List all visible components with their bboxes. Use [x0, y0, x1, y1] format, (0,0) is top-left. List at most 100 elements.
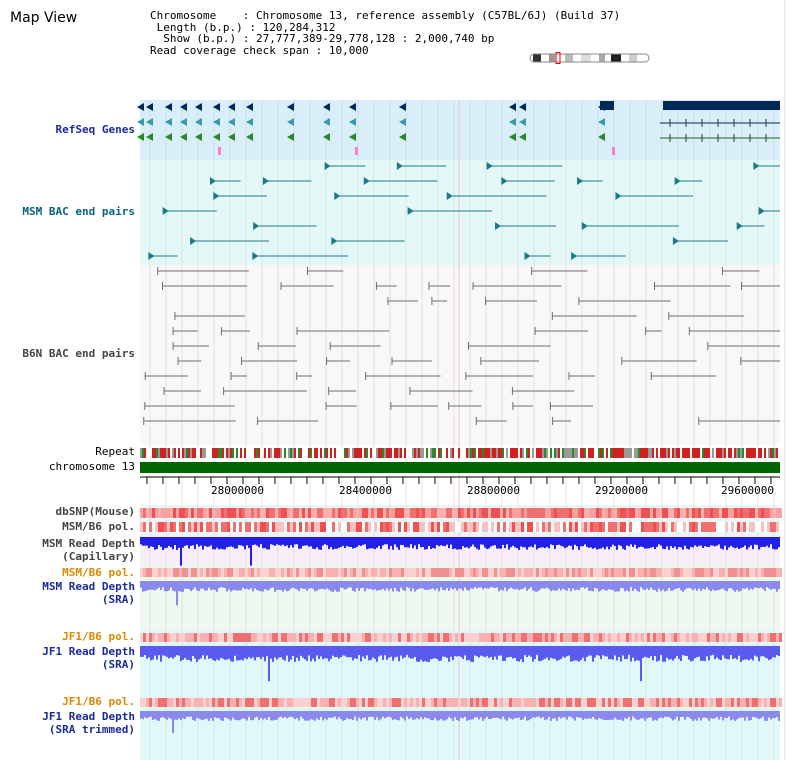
depth-bar	[150, 711, 152, 717]
depth-bar	[778, 711, 780, 721]
depth-bar	[330, 581, 332, 592]
depth-bar	[228, 581, 230, 590]
repeat-seg	[606, 448, 608, 458]
depth-bar	[768, 711, 770, 718]
depth-bar	[482, 537, 484, 545]
heat-cell	[503, 633, 506, 642]
repeat-seg	[564, 448, 566, 458]
heat-cell	[362, 568, 365, 577]
heat-cell	[623, 633, 626, 642]
heat-cell	[551, 522, 554, 532]
depth-bar	[476, 711, 478, 718]
depth-bar	[612, 646, 614, 660]
heat-cell	[719, 633, 722, 642]
heat-cell	[335, 508, 338, 518]
heat-cell	[563, 522, 566, 532]
depth-bar	[710, 711, 712, 719]
depth-bar	[762, 581, 764, 589]
depth-bar	[616, 646, 618, 661]
depth-bar	[418, 646, 420, 662]
depth-bar	[196, 537, 198, 545]
depth-bar	[148, 711, 150, 718]
depth-bar	[296, 537, 298, 545]
depth-bar	[562, 646, 564, 657]
heat-cell	[191, 698, 194, 707]
heat-cell	[554, 633, 557, 642]
heat-cell	[665, 698, 668, 707]
depth-bar	[702, 711, 704, 718]
heat-cell	[506, 698, 509, 707]
heat-cell	[695, 508, 698, 518]
depth-bar	[600, 537, 602, 549]
heat-cell	[572, 568, 575, 577]
heat-cell	[773, 633, 776, 642]
depth-bar	[166, 537, 168, 548]
depth-bar	[454, 537, 456, 549]
depth-bar	[556, 537, 558, 545]
heat-cell	[185, 698, 188, 707]
depth-bar	[646, 646, 648, 658]
heat-cell	[632, 633, 635, 642]
heat-cell	[182, 568, 185, 577]
heat-cell	[623, 522, 626, 532]
depth-bar	[174, 711, 176, 720]
heat-cell	[707, 508, 710, 518]
heat-cell	[302, 508, 305, 518]
heat-cell	[161, 522, 164, 532]
heat-cell	[725, 568, 728, 577]
depth-bar	[772, 711, 774, 719]
depth-bar	[742, 711, 744, 718]
depth-bar	[482, 581, 484, 590]
heat-cell	[719, 698, 722, 707]
depth-bar	[432, 646, 434, 659]
depth-bar	[170, 581, 172, 588]
depth-bar	[670, 581, 672, 591]
depth-bar	[570, 537, 572, 546]
repeat-seg	[324, 448, 326, 458]
depth-bar	[192, 581, 194, 590]
depth-bar	[150, 537, 152, 547]
heat-cell	[419, 568, 422, 577]
depth-bar	[324, 646, 326, 659]
length-value: 120,284,312	[262, 20, 336, 34]
repeat-seg	[228, 448, 230, 458]
depth-bar	[256, 711, 258, 717]
depth-bar	[754, 581, 756, 588]
depth-bar	[520, 711, 522, 720]
heat-cell	[674, 633, 677, 642]
depth-bar	[666, 711, 668, 718]
heat-cell	[629, 633, 632, 642]
depth-bar	[198, 646, 200, 660]
depth-bar	[400, 711, 402, 717]
depth-bar	[244, 581, 246, 590]
heat-cell	[461, 568, 464, 577]
depth-bar	[476, 646, 478, 657]
depth-bar	[170, 711, 172, 719]
depth-bar	[512, 646, 514, 659]
heat-cell	[605, 698, 608, 707]
msm-bac-end	[524, 252, 531, 260]
depth-bar	[286, 646, 288, 656]
depth-bar	[764, 537, 766, 548]
heat-cell	[380, 508, 383, 518]
msm-bac-end	[252, 252, 259, 260]
depth-bar	[582, 537, 584, 547]
depth-bar	[370, 646, 372, 660]
repeat-seg	[232, 448, 234, 458]
heat-cell	[464, 633, 467, 642]
heat-cell	[467, 633, 470, 642]
repeat-seg	[440, 448, 442, 458]
repeat-seg	[268, 448, 270, 458]
chromosome-ideogram[interactable]	[529, 52, 650, 64]
heat-cell	[251, 522, 254, 532]
depth-bar	[420, 581, 422, 589]
repeat-seg	[378, 448, 380, 458]
depth-bar	[470, 711, 472, 720]
depth-bar	[456, 646, 458, 657]
depth-bar	[504, 646, 506, 661]
heat-cell	[527, 698, 530, 707]
heat-cell	[296, 698, 299, 707]
heat-cell	[719, 508, 722, 518]
depth-bar	[336, 711, 338, 720]
